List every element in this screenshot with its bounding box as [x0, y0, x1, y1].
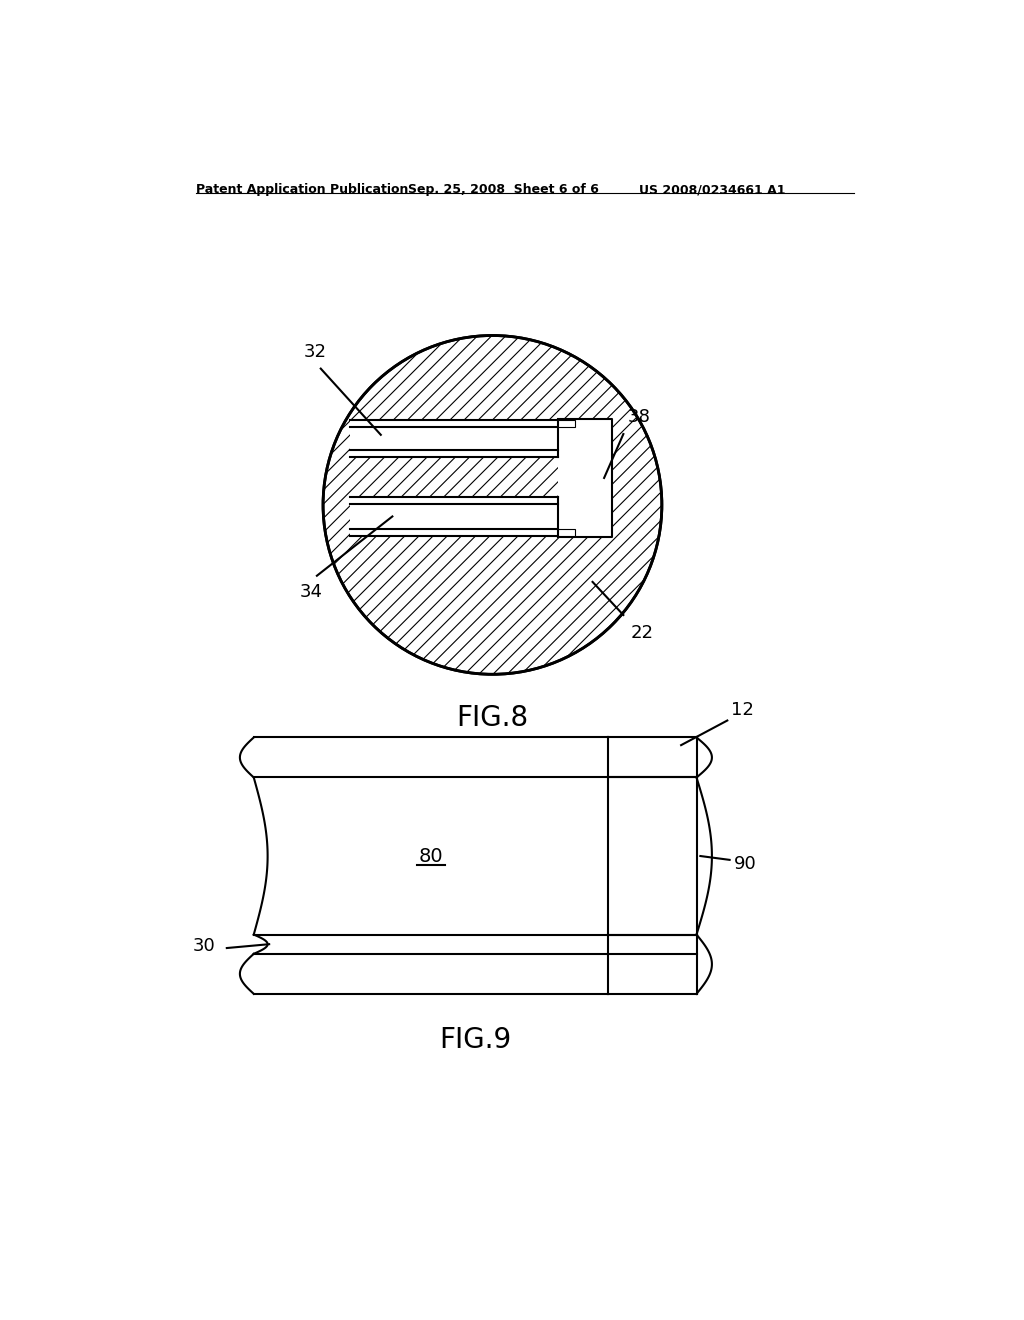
Text: 38: 38 — [628, 408, 650, 426]
Text: 22: 22 — [631, 624, 654, 643]
Bar — [254, 954, 608, 994]
Bar — [254, 738, 608, 777]
Bar — [608, 935, 696, 994]
Bar — [254, 935, 608, 954]
Text: 80: 80 — [419, 846, 443, 866]
Bar — [608, 777, 696, 935]
Bar — [558, 418, 611, 537]
Text: Patent Application Publication: Patent Application Publication — [196, 183, 409, 197]
Text: US 2008/0234661 A1: US 2008/0234661 A1 — [639, 183, 785, 197]
Text: 12: 12 — [731, 701, 754, 719]
Text: 34: 34 — [300, 583, 323, 602]
Bar — [558, 420, 574, 428]
Bar — [608, 738, 696, 777]
Circle shape — [323, 335, 662, 675]
Bar — [558, 529, 574, 536]
Text: 90: 90 — [733, 855, 756, 873]
Bar — [350, 498, 558, 536]
Text: FIG.8: FIG.8 — [457, 704, 528, 731]
Bar — [350, 420, 558, 457]
Text: FIG.9: FIG.9 — [439, 1026, 511, 1055]
Bar — [254, 777, 608, 935]
Text: Sep. 25, 2008  Sheet 6 of 6: Sep. 25, 2008 Sheet 6 of 6 — [408, 183, 599, 197]
Text: 30: 30 — [193, 937, 215, 956]
Text: 32: 32 — [304, 343, 327, 360]
